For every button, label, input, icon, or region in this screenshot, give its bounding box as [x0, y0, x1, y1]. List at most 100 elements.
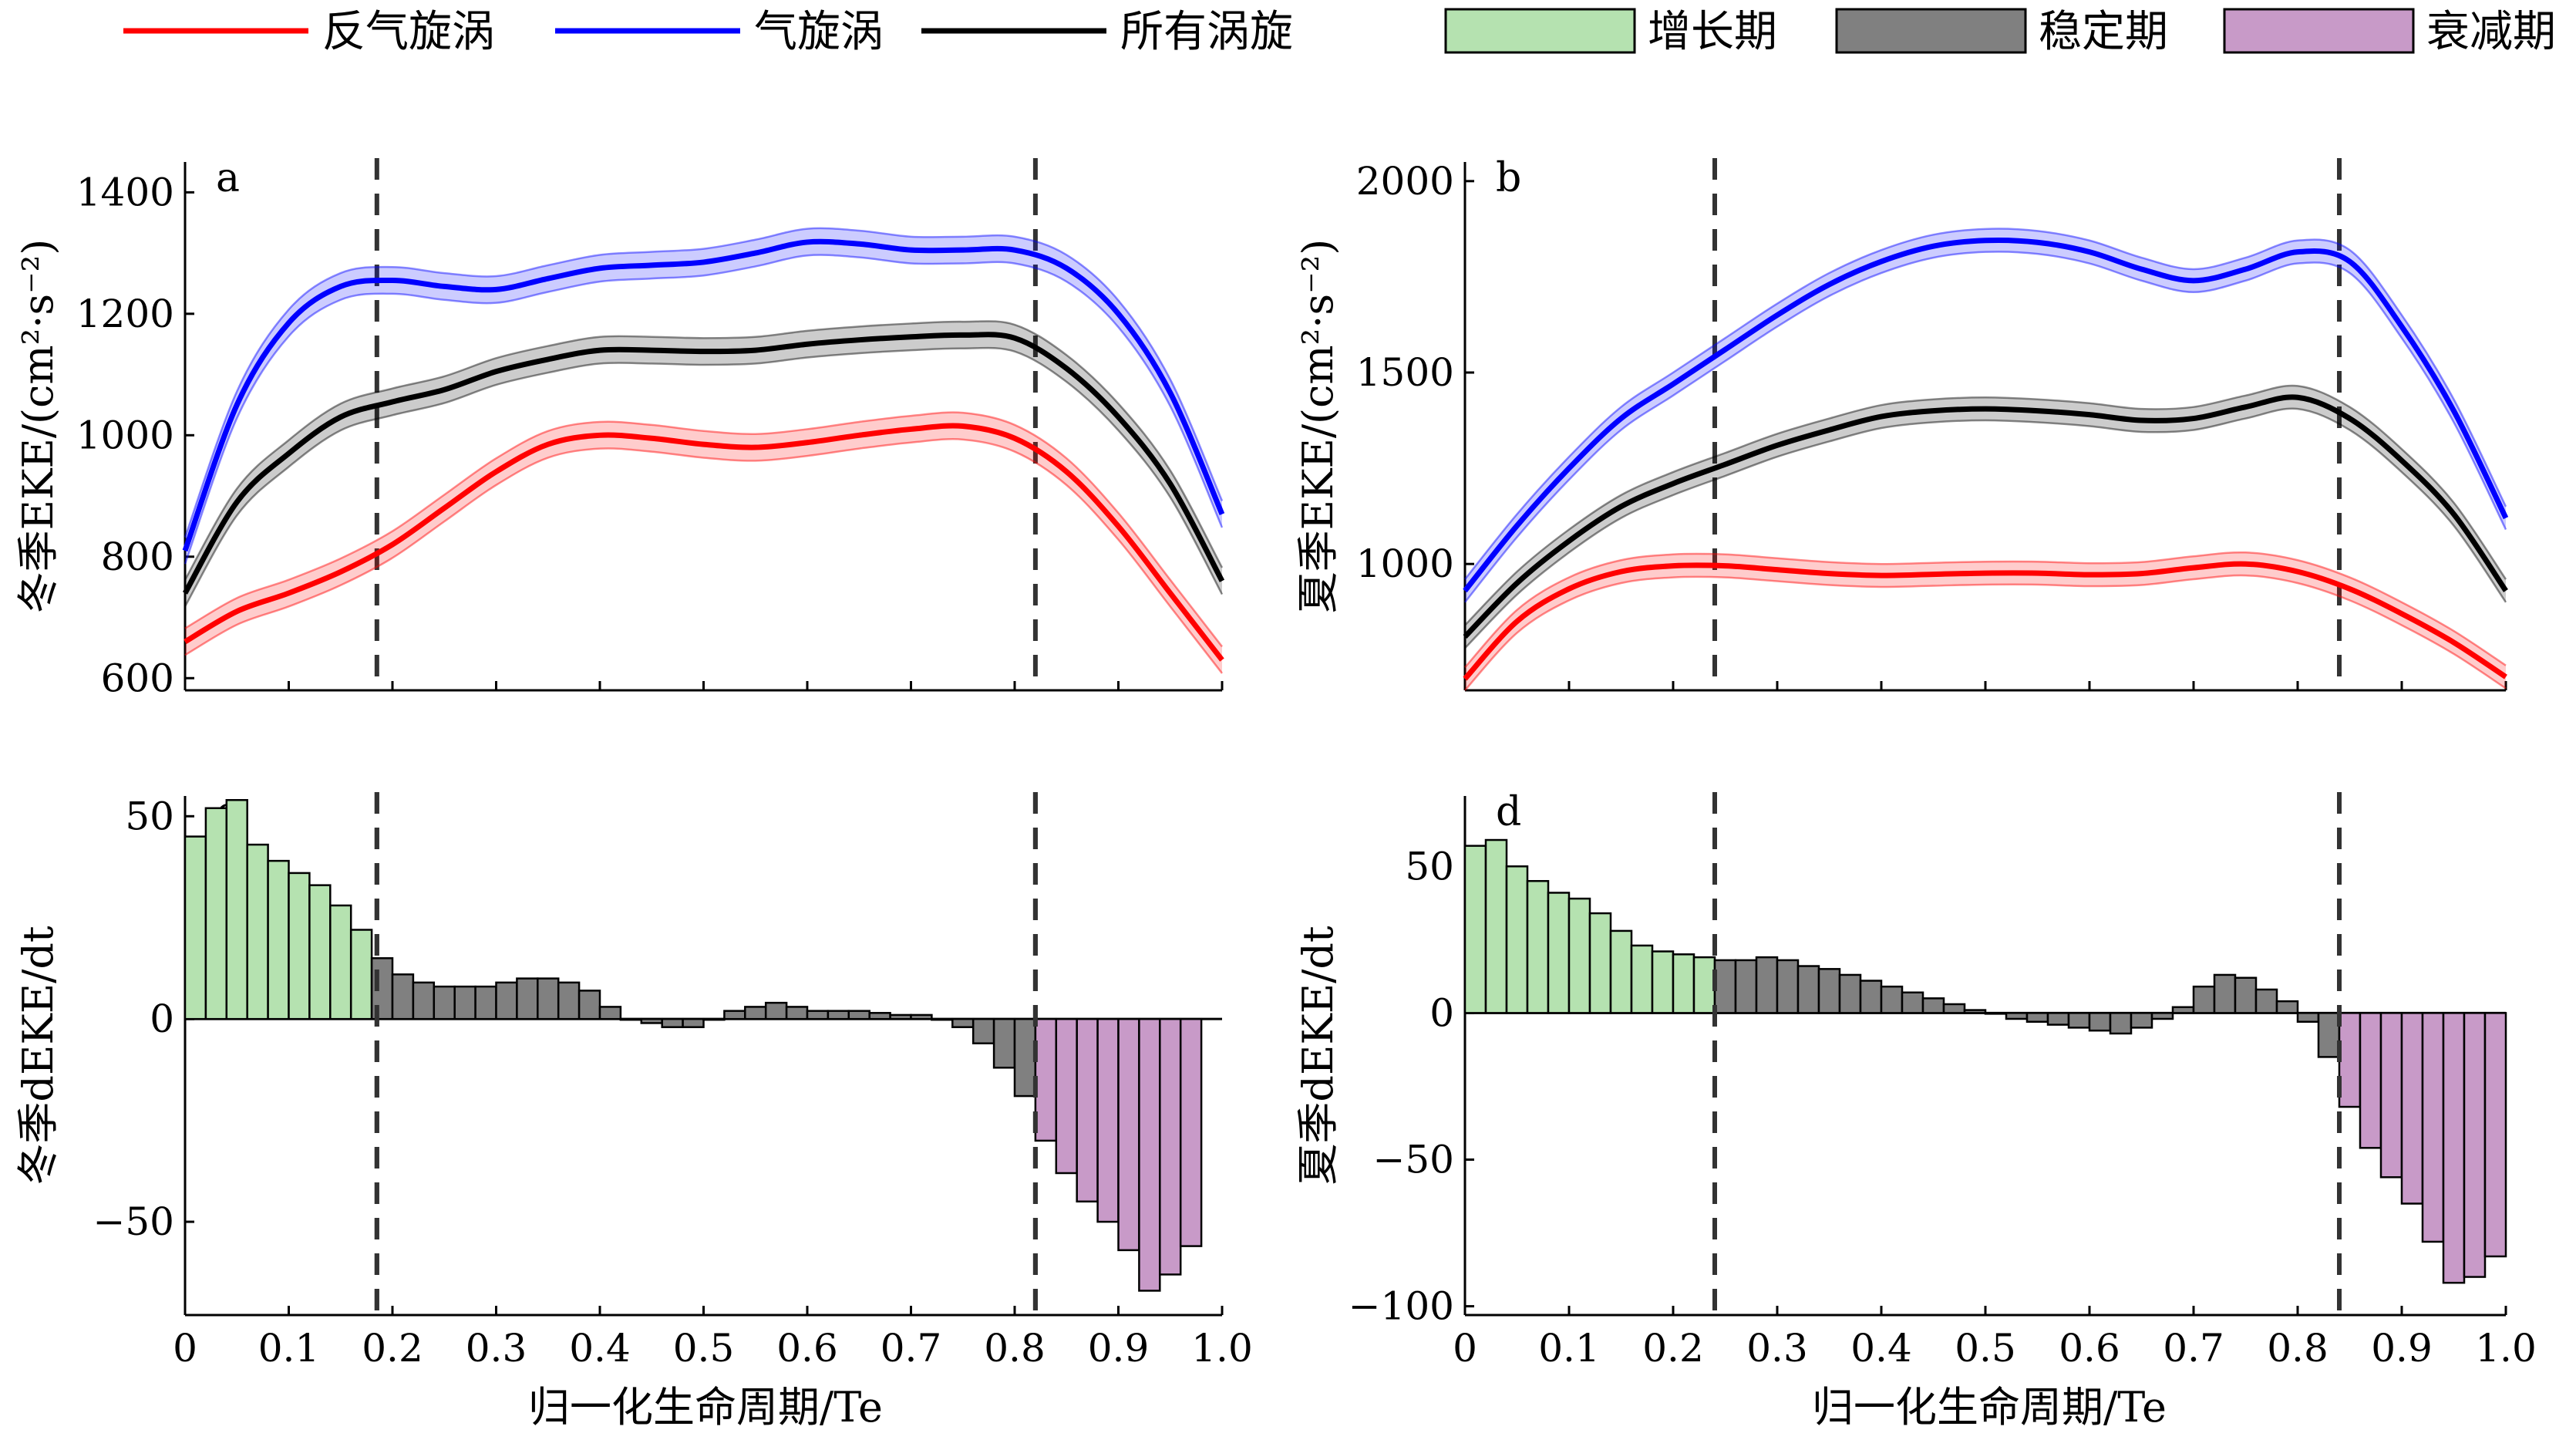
- bar: [2296, 1012, 2320, 1024]
- bar: [1076, 1017, 1099, 1203]
- y-tick-label: 1400: [76, 170, 174, 214]
- bar: [1921, 997, 1945, 1014]
- bar: [308, 884, 332, 1020]
- legend-bar-label: 增长期: [1648, 7, 1777, 57]
- bar: [1055, 1017, 1078, 1175]
- bar: [1138, 1017, 1161, 1292]
- bar: [1567, 897, 1591, 1014]
- bar: [702, 1017, 726, 1021]
- y-tick-label: 600: [101, 656, 174, 700]
- legend: 反气旋涡 气旋涡 所有涡旋 增长期 稳定期 衰减期: [123, 7, 2556, 57]
- band-edge-upper: [184, 411, 1223, 648]
- bar: [1817, 968, 1841, 1014]
- bar: [1159, 1017, 1182, 1276]
- y-axis-label: 夏季dEKE/dt: [1294, 926, 1342, 1185]
- bar: [2150, 1012, 2174, 1020]
- bar: [1880, 985, 1904, 1014]
- bar: [1484, 838, 1508, 1014]
- y-axis-label: 冬季dEKE/dt: [14, 926, 62, 1185]
- band-edge-upper: [184, 227, 1224, 538]
- bar: [412, 981, 436, 1020]
- bar: [1117, 1017, 1140, 1252]
- x-tick-label: 0.3: [1746, 1326, 1808, 1371]
- legend-line-label: 所有涡旋: [1120, 7, 1293, 57]
- bar: [1672, 953, 1695, 1014]
- bar: [2109, 1012, 2133, 1035]
- x-tick-label: 0.7: [2163, 1326, 2224, 1371]
- series-line: [1463, 237, 2509, 593]
- bar: [931, 1017, 954, 1021]
- band-edge-upper: [1464, 228, 2507, 580]
- bar: [225, 799, 248, 1020]
- y-tick-label: 50: [125, 794, 174, 838]
- series-line: [1463, 561, 2507, 681]
- bar: [1013, 1017, 1037, 1098]
- bar: [516, 977, 539, 1020]
- panel-label: a: [216, 155, 240, 201]
- xlabel-right: 归一化生命周期/Te: [1812, 1383, 2167, 1432]
- bar: [1526, 880, 1550, 1014]
- bar: [1588, 912, 1612, 1014]
- y-tick-label: 0: [150, 997, 174, 1041]
- y-axis-label: 冬季EKE/(cm²·s⁻²): [14, 239, 62, 614]
- bar: [2254, 988, 2278, 1014]
- y-axis-label: 夏季EKE/(cm²·s⁻²): [1294, 239, 1342, 614]
- series-line: [182, 238, 1225, 552]
- bar: [288, 872, 311, 1020]
- bar: [2338, 1012, 2362, 1108]
- y-tick-label: 1000: [76, 413, 174, 457]
- bar: [889, 1013, 912, 1020]
- band-edge-upper: [1464, 384, 2507, 626]
- y-tick-label: 1200: [76, 292, 174, 336]
- bar: [2130, 1012, 2153, 1029]
- bar: [1859, 980, 1883, 1014]
- bar: [1963, 1009, 1987, 1014]
- band-edge-lower: [184, 254, 1224, 565]
- bar: [537, 977, 560, 1020]
- panel-c-winter-deke: 0 0.1 0.2 0.3 0.4 0.5 0.6 0.7 0.8 0.9 1.0 −50 0 50 冬季d…: [14, 789, 1253, 1371]
- band-edge-lower: [1464, 251, 2507, 603]
- x-tick-label: 0.1: [258, 1326, 320, 1371]
- bar: [992, 1017, 1016, 1069]
- bar: [2379, 1012, 2403, 1179]
- bar: [1942, 1003, 1966, 1014]
- y-tick-label: −100: [1349, 1284, 1454, 1329]
- bar: [2088, 1012, 2112, 1032]
- bar: [1609, 929, 1633, 1014]
- bar: [2046, 1012, 2070, 1026]
- panel-a-winter-eke: 600 800 1000 1200 1400 冬季EKE/(cm²·s⁻²) a: [14, 155, 1225, 700]
- y-tick-label: 0: [1429, 990, 1454, 1035]
- bar: [2483, 1012, 2507, 1258]
- bar: [661, 1017, 684, 1028]
- x-tick-label: 0.2: [362, 1326, 423, 1371]
- x-tick-label: 0: [1453, 1326, 1477, 1371]
- band-edge-upper: [184, 320, 1224, 581]
- band-edge-lower: [184, 346, 1224, 607]
- bar: [1901, 991, 1924, 1014]
- bar: [2421, 1012, 2445, 1243]
- bar: [349, 929, 373, 1020]
- bar: [2192, 985, 2216, 1014]
- bar: [2442, 1012, 2466, 1284]
- bar: [764, 1001, 788, 1020]
- x-tick-label: 0.6: [776, 1326, 838, 1371]
- bar: [971, 1017, 995, 1044]
- x-tick-label: 0.3: [466, 1326, 527, 1371]
- bar: [640, 1017, 663, 1024]
- bar: [2317, 1012, 2341, 1058]
- bar: [204, 807, 228, 1020]
- bar: [1034, 1017, 1058, 1142]
- bar: [1547, 892, 1571, 1014]
- series-line: [1463, 394, 2508, 639]
- confidence-band: [185, 321, 1222, 607]
- x-tick-label: 0.6: [2059, 1326, 2120, 1371]
- series-line: [184, 423, 1224, 662]
- bar: [2025, 1012, 2049, 1024]
- bar: [785, 1006, 809, 1020]
- bar: [577, 990, 601, 1020]
- bar: [246, 843, 269, 1020]
- band-edge-lower: [1464, 407, 2507, 649]
- x-tick-label: 0.1: [1538, 1326, 1600, 1371]
- legend-line-label: 气旋涡: [754, 7, 884, 57]
